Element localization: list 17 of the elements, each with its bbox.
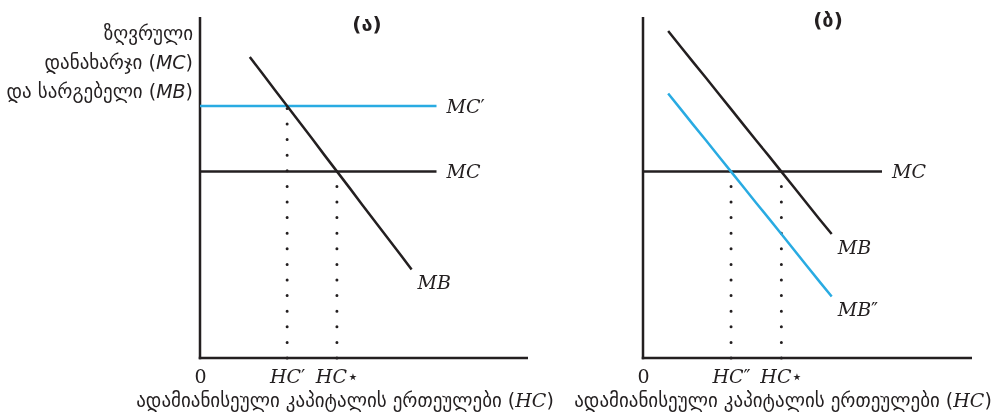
series-label: MC: [891, 160, 927, 183]
chart-title: (ბ): [813, 8, 843, 32]
x-tick-label: HC⋆: [759, 365, 804, 388]
series-label: MB: [836, 235, 872, 258]
series-label: MB: [416, 271, 452, 294]
x-tick-label: HC′: [268, 365, 306, 388]
chart-title: (ა): [352, 12, 382, 36]
series-label: MC: [445, 160, 481, 183]
series-label: MB″: [836, 298, 879, 321]
x-tick-label: HC″: [711, 365, 751, 388]
series-label: MC′: [445, 94, 485, 117]
x-tick-label: 0: [194, 365, 207, 388]
x-tick-label: HC⋆: [314, 365, 359, 388]
x-tick-label: 0: [637, 365, 650, 388]
text: ზღვრული დანახარჯი (MC) და სარგებელი (MB): [6, 22, 193, 102]
x-axis-title: ადამიანისეული კაპიტალის ერთეულები (HC): [574, 389, 992, 412]
x-axis-title: ადამიანისეული კაპიტალის ერთეულები (HC): [136, 389, 554, 412]
